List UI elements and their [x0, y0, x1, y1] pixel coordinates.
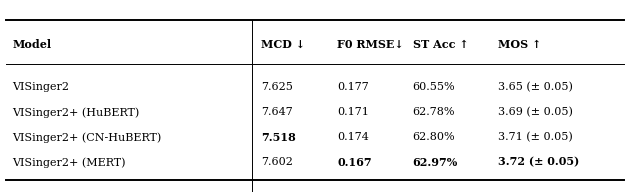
Text: 62.97%: 62.97%: [413, 157, 458, 168]
Text: 0.167: 0.167: [337, 157, 372, 168]
Text: ST Acc ↑: ST Acc ↑: [413, 39, 468, 50]
Text: VISinger2+ (CN-HuBERT): VISinger2+ (CN-HuBERT): [13, 132, 162, 143]
Text: Model: Model: [13, 39, 52, 50]
Text: 7.602: 7.602: [261, 157, 294, 167]
Text: VISinger2+ (MERT): VISinger2+ (MERT): [13, 157, 126, 168]
Text: VISinger2+ (HuBERT): VISinger2+ (HuBERT): [13, 107, 140, 118]
Text: 3.71 (± 0.05): 3.71 (± 0.05): [498, 132, 573, 142]
Text: 7.518: 7.518: [261, 132, 296, 143]
Text: 3.72 (± 0.05): 3.72 (± 0.05): [498, 157, 579, 168]
Text: 7.647: 7.647: [261, 107, 293, 117]
Text: 3.69 (± 0.05): 3.69 (± 0.05): [498, 107, 573, 118]
Text: 7.625: 7.625: [261, 82, 294, 92]
Text: MCD ↓: MCD ↓: [261, 39, 306, 50]
Text: 62.78%: 62.78%: [413, 107, 455, 117]
Text: 60.55%: 60.55%: [413, 82, 455, 92]
Text: F0 RMSE↓: F0 RMSE↓: [337, 39, 404, 50]
Text: MOS ↑: MOS ↑: [498, 39, 541, 50]
Text: 0.174: 0.174: [337, 132, 369, 142]
Text: 3.65 (± 0.05): 3.65 (± 0.05): [498, 82, 573, 93]
Text: 0.171: 0.171: [337, 107, 369, 117]
Text: VISinger2: VISinger2: [13, 82, 69, 92]
Text: 62.80%: 62.80%: [413, 132, 455, 142]
Text: 0.177: 0.177: [337, 82, 369, 92]
